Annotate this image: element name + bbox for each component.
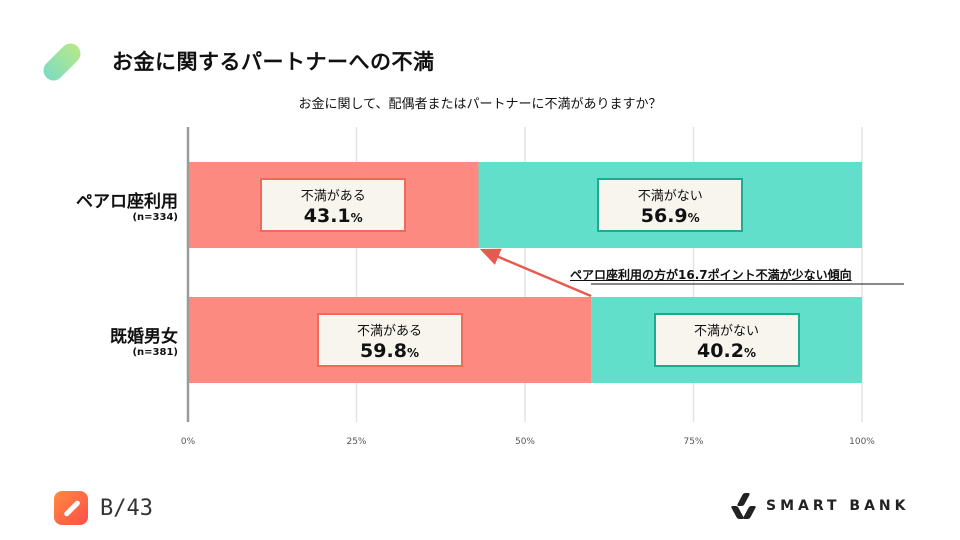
data-label-dissatisfied: 不満がある 43.1% — [260, 178, 407, 232]
smartbank-logo-icon — [730, 493, 757, 519]
chart-question: お金に関して、配偶者またはパートナーに不満がありますか？ — [298, 97, 662, 112]
b43-logo-icon — [54, 491, 88, 525]
category-label: ペアロ座利用 (n=334) — [76, 187, 178, 223]
smartbank-logo: SMART BANK — [730, 493, 910, 519]
category-sample-size: (n=334) — [132, 212, 178, 223]
data-label-dissatisfied: 不満がある 59.8% — [316, 313, 463, 367]
data-label-value: 40.2% — [697, 340, 756, 362]
comparison-arrow — [479, 248, 592, 298]
category-name: ペアロ座利用 — [76, 192, 178, 212]
page-title: お金に関するパートナーへの不満 — [112, 50, 435, 74]
x-tick-label: 50% — [515, 437, 535, 447]
data-label-series: 不満がない — [694, 324, 760, 339]
data-label-satisfied: 不満がない 40.2% — [653, 313, 800, 367]
data-label-value: 56.9% — [640, 205, 700, 227]
data-label-value: 59.8% — [360, 340, 419, 362]
category-label: 既婚男女 (n=381) — [110, 322, 178, 358]
x-tick-label: 100% — [849, 437, 875, 447]
comparison-annotation: ペアロ座利用の方が16.7ポイント不満が少ない傾向 — [570, 268, 852, 282]
category-sample-size: (n=381) — [132, 347, 178, 358]
b43-logo: B/43 — [54, 491, 153, 525]
smartbank-logo-text: SMART BANK — [766, 498, 910, 514]
x-tick-label: 25% — [346, 437, 366, 447]
data-label-series: 不満がある — [357, 324, 423, 339]
data-label-series: 不満がない — [637, 189, 703, 204]
x-tick-label: 0% — [181, 437, 196, 447]
x-tick-label: 75% — [683, 437, 703, 447]
data-label-series: 不満がある — [300, 189, 366, 204]
category-name: 既婚男女 — [110, 327, 178, 347]
b43-logo-text: B/43 — [100, 495, 153, 521]
data-label-satisfied: 不満がない 56.9% — [597, 178, 744, 232]
data-label-value: 43.1% — [303, 205, 363, 227]
